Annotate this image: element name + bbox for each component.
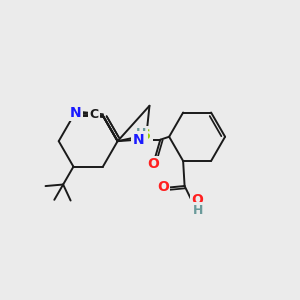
Text: O: O (147, 158, 159, 171)
Text: S: S (141, 128, 152, 142)
Text: O: O (192, 193, 203, 207)
Text: C: C (89, 108, 99, 121)
Text: N: N (132, 133, 144, 147)
Text: H: H (136, 127, 146, 140)
Text: N: N (70, 106, 81, 120)
Text: O: O (157, 181, 169, 194)
Text: H: H (193, 204, 204, 217)
